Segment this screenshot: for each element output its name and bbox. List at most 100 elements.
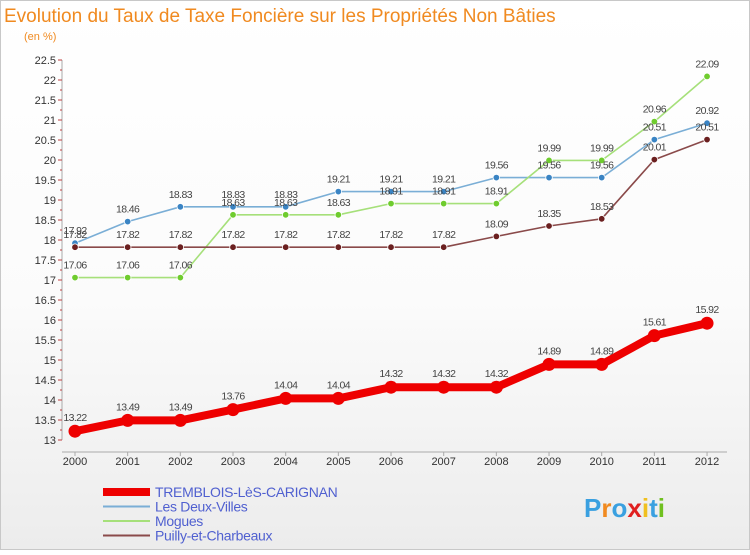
data-point [384, 380, 398, 394]
x-tick-label: 2006 [379, 456, 403, 468]
x-tick-label: 2011 [643, 456, 667, 468]
data-point [545, 222, 553, 230]
logo-letter: x [627, 493, 642, 523]
x-tick-label: 2001 [115, 456, 139, 468]
y-tick-label: 17 [44, 275, 56, 287]
legend-label: Les Deux-Villes [155, 499, 248, 515]
data-point [176, 203, 185, 211]
data-point [387, 243, 395, 251]
data-point [226, 403, 240, 417]
data-label: 17.82 [379, 229, 403, 241]
data-label: 13.22 [63, 412, 87, 424]
data-label: 20.92 [695, 105, 719, 117]
data-point [176, 273, 185, 282]
y-tick-label: 13.5 [35, 415, 56, 427]
data-point [700, 316, 714, 330]
data-label: 19.21 [432, 174, 456, 186]
data-label: 18.83 [274, 189, 298, 201]
x-tick-label: 2003 [221, 456, 245, 468]
x-tick-label: 2005 [326, 456, 350, 468]
data-point [334, 211, 343, 219]
y-tick-label: 15.5 [35, 335, 56, 347]
y-tick-label: 21 [44, 115, 56, 127]
data-label: 14.04 [274, 379, 298, 391]
proxiti-logo: Proxiti [584, 493, 665, 523]
data-label: 14.32 [432, 368, 456, 380]
data-point [598, 215, 606, 223]
data-point [229, 211, 237, 219]
data-label: 17.82 [327, 229, 351, 241]
data-point [595, 357, 609, 371]
data-point [123, 273, 132, 282]
y-tick-label: 18 [44, 235, 56, 247]
series-layer [68, 72, 714, 438]
y-tick-label: 21.5 [35, 95, 56, 107]
data-label: 20.51 [643, 122, 667, 134]
x-tick-label: 2000 [63, 456, 87, 468]
y-tick-label: 22 [44, 75, 56, 87]
x-tick-label: 2002 [168, 456, 192, 468]
data-label: 17.82 [221, 229, 245, 241]
data-label: 19.56 [537, 160, 561, 172]
x-tick-label: 2010 [589, 456, 613, 468]
data-label: 13.49 [116, 401, 140, 413]
data-point [650, 117, 659, 126]
x-tick-label: 2007 [431, 456, 455, 468]
axes: 13 13.5 14 14.5 15 15.5 16 16.5 17 17.5 18 18.5 19 19… [35, 55, 727, 468]
data-label: 14.32 [485, 368, 509, 380]
logo-letter: i [642, 493, 649, 523]
data-label: 18.83 [169, 189, 193, 201]
data-point [229, 203, 237, 211]
data-point [598, 156, 606, 165]
data-label: 14.89 [537, 345, 561, 357]
data-point [123, 217, 132, 226]
logo-letter: t [649, 493, 658, 523]
legend-label: TREMBLOIS-LèS-CARIGNAN [155, 484, 337, 500]
data-point [703, 135, 711, 144]
legend-label: Mogues [155, 513, 203, 529]
data-label: 14.04 [327, 379, 351, 391]
data-point [279, 391, 293, 405]
data-point [439, 187, 448, 196]
data-label: 18.63 [274, 197, 298, 209]
data-label: 18.91 [432, 186, 456, 198]
y-tick-label: 16 [44, 315, 56, 327]
data-point [281, 203, 290, 211]
logo-letter: o [611, 493, 627, 523]
data-point [71, 243, 79, 251]
chart-subtitle: (en %) [24, 31, 56, 43]
chart-title: Evolution du Taux de Taxe Foncière sur l… [4, 6, 556, 27]
x-tick-label: 2008 [484, 456, 508, 468]
data-label: 20.01 [643, 142, 667, 154]
y-tick-label: 22.5 [35, 55, 56, 67]
x-tick-label: 2009 [537, 456, 561, 468]
data-label: 17.82 [432, 229, 456, 241]
data-point [387, 199, 395, 208]
data-label: 18.83 [221, 189, 245, 201]
data-point [439, 199, 448, 208]
data-label: 19.21 [327, 174, 351, 186]
data-point [176, 243, 185, 251]
y-tick-label: 17.5 [35, 255, 56, 267]
y-tick-label: 16.5 [35, 295, 56, 307]
y-tick-label: 20.5 [35, 135, 56, 147]
data-label: 18.09 [485, 218, 509, 230]
data-point [703, 119, 711, 127]
data-label: 18.53 [590, 201, 614, 213]
data-point [71, 273, 79, 282]
data-label: 18.63 [221, 197, 245, 209]
y-tick-label: 19 [44, 195, 56, 207]
x-tick-label: 2004 [273, 456, 297, 468]
data-point [68, 424, 82, 438]
data-point [281, 211, 290, 219]
legend-label: Puilly-et-Charbeaux [155, 528, 273, 544]
data-point [650, 155, 659, 164]
data-point [703, 72, 711, 81]
data-label: 19.56 [590, 160, 614, 172]
data-label: 15.61 [643, 317, 667, 329]
data-point [387, 187, 395, 196]
data-point [123, 243, 132, 251]
data-point [439, 243, 448, 251]
